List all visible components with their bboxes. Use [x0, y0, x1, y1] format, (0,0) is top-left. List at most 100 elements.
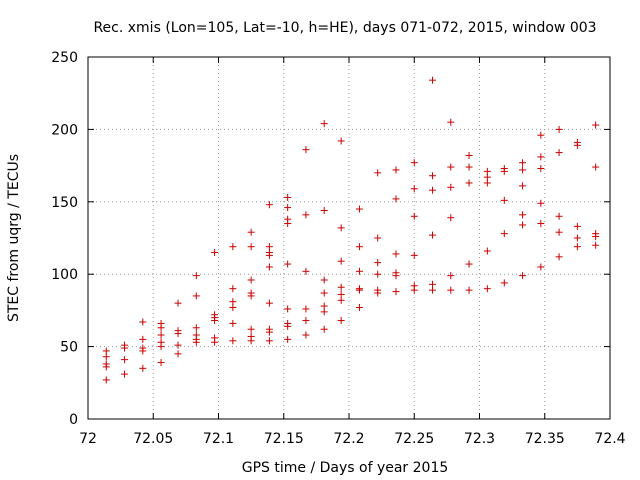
data-point: [392, 269, 400, 277]
data-point: [465, 151, 473, 159]
data-point: [519, 221, 527, 229]
data-point: [447, 286, 455, 294]
data-point: [465, 179, 473, 187]
data-point: [284, 319, 292, 327]
data-point: [392, 166, 400, 174]
data-point: [537, 263, 545, 271]
data-point: [447, 214, 455, 222]
data-point: [374, 234, 382, 242]
data-point: [157, 359, 165, 367]
data-point: [555, 212, 563, 220]
data-point: [555, 253, 563, 261]
data-point: [102, 347, 110, 355]
data-point: [483, 285, 491, 293]
x-tick-label: 72.3: [464, 431, 495, 447]
data-points: [102, 76, 600, 384]
data-point: [337, 137, 345, 145]
data-point: [374, 286, 382, 294]
data-point: [247, 325, 255, 333]
data-point: [429, 186, 437, 194]
data-point: [410, 159, 418, 167]
data-point: [247, 228, 255, 236]
data-point: [519, 272, 527, 280]
x-tick-label: 72.2: [333, 431, 364, 447]
data-point: [429, 76, 437, 84]
data-point: [573, 243, 581, 251]
y-tick-label: 250: [51, 50, 78, 66]
y-axis-label: STEC from uqrg / TECUs: [6, 154, 22, 322]
data-point: [229, 319, 237, 327]
data-point: [592, 230, 600, 238]
data-point: [355, 304, 363, 312]
data-point: [174, 341, 182, 349]
data-point: [284, 215, 292, 223]
data-point: [519, 159, 527, 167]
data-point: [247, 276, 255, 284]
data-point: [592, 163, 600, 171]
data-point: [500, 230, 508, 238]
data-point: [121, 356, 129, 364]
data-point: [229, 337, 237, 345]
data-point: [537, 164, 545, 172]
data-point: [211, 311, 219, 319]
x-tick-label: 72.15: [264, 431, 304, 447]
data-point: [537, 220, 545, 228]
data-point: [429, 172, 437, 180]
data-point: [337, 317, 345, 325]
data-point: [500, 279, 508, 287]
data-point: [519, 182, 527, 190]
data-point: [284, 260, 292, 268]
data-point: [265, 337, 273, 345]
data-point: [192, 292, 200, 300]
y-tick-label: 150: [51, 195, 78, 211]
data-point: [320, 276, 328, 284]
data-point: [157, 338, 165, 346]
data-point: [192, 272, 200, 280]
data-point: [537, 199, 545, 207]
data-point: [374, 270, 382, 278]
data-point: [337, 290, 345, 298]
data-point: [320, 120, 328, 128]
data-point: [302, 146, 310, 154]
data-point: [392, 288, 400, 296]
data-point: [247, 289, 255, 297]
data-point: [139, 318, 147, 326]
data-point: [121, 341, 129, 349]
data-point: [320, 302, 328, 310]
data-point: [284, 204, 292, 212]
data-point: [537, 153, 545, 161]
grid-lines: [88, 57, 610, 419]
data-point: [410, 212, 418, 220]
data-point: [355, 243, 363, 251]
data-point: [592, 241, 600, 249]
data-point: [374, 169, 382, 177]
data-point: [320, 289, 328, 297]
data-point: [410, 282, 418, 290]
data-point: [519, 166, 527, 174]
data-point: [392, 195, 400, 203]
x-tick-label: 72.25: [394, 431, 434, 447]
data-point: [139, 364, 147, 372]
data-point: [247, 243, 255, 251]
data-point: [537, 131, 545, 139]
data-point: [265, 263, 273, 271]
x-tick-labels: 72 72.05 72.1 72.15 72.2 72.25 72.3 72.35 72.4: [79, 431, 626, 447]
data-point: [265, 201, 273, 209]
x-tick-label: 72.1: [203, 431, 234, 447]
y-tick-label: 100: [51, 267, 78, 283]
data-point: [174, 327, 182, 335]
data-point: [302, 331, 310, 339]
data-point: [519, 211, 527, 219]
y-tick-label: 200: [51, 122, 78, 138]
data-point: [483, 167, 491, 175]
data-point: [192, 331, 200, 339]
data-point: [592, 121, 600, 129]
data-point: [157, 319, 165, 327]
data-point: [447, 163, 455, 171]
data-point: [429, 280, 437, 288]
data-point: [374, 259, 382, 267]
data-point: [355, 205, 363, 213]
data-point: [284, 335, 292, 343]
